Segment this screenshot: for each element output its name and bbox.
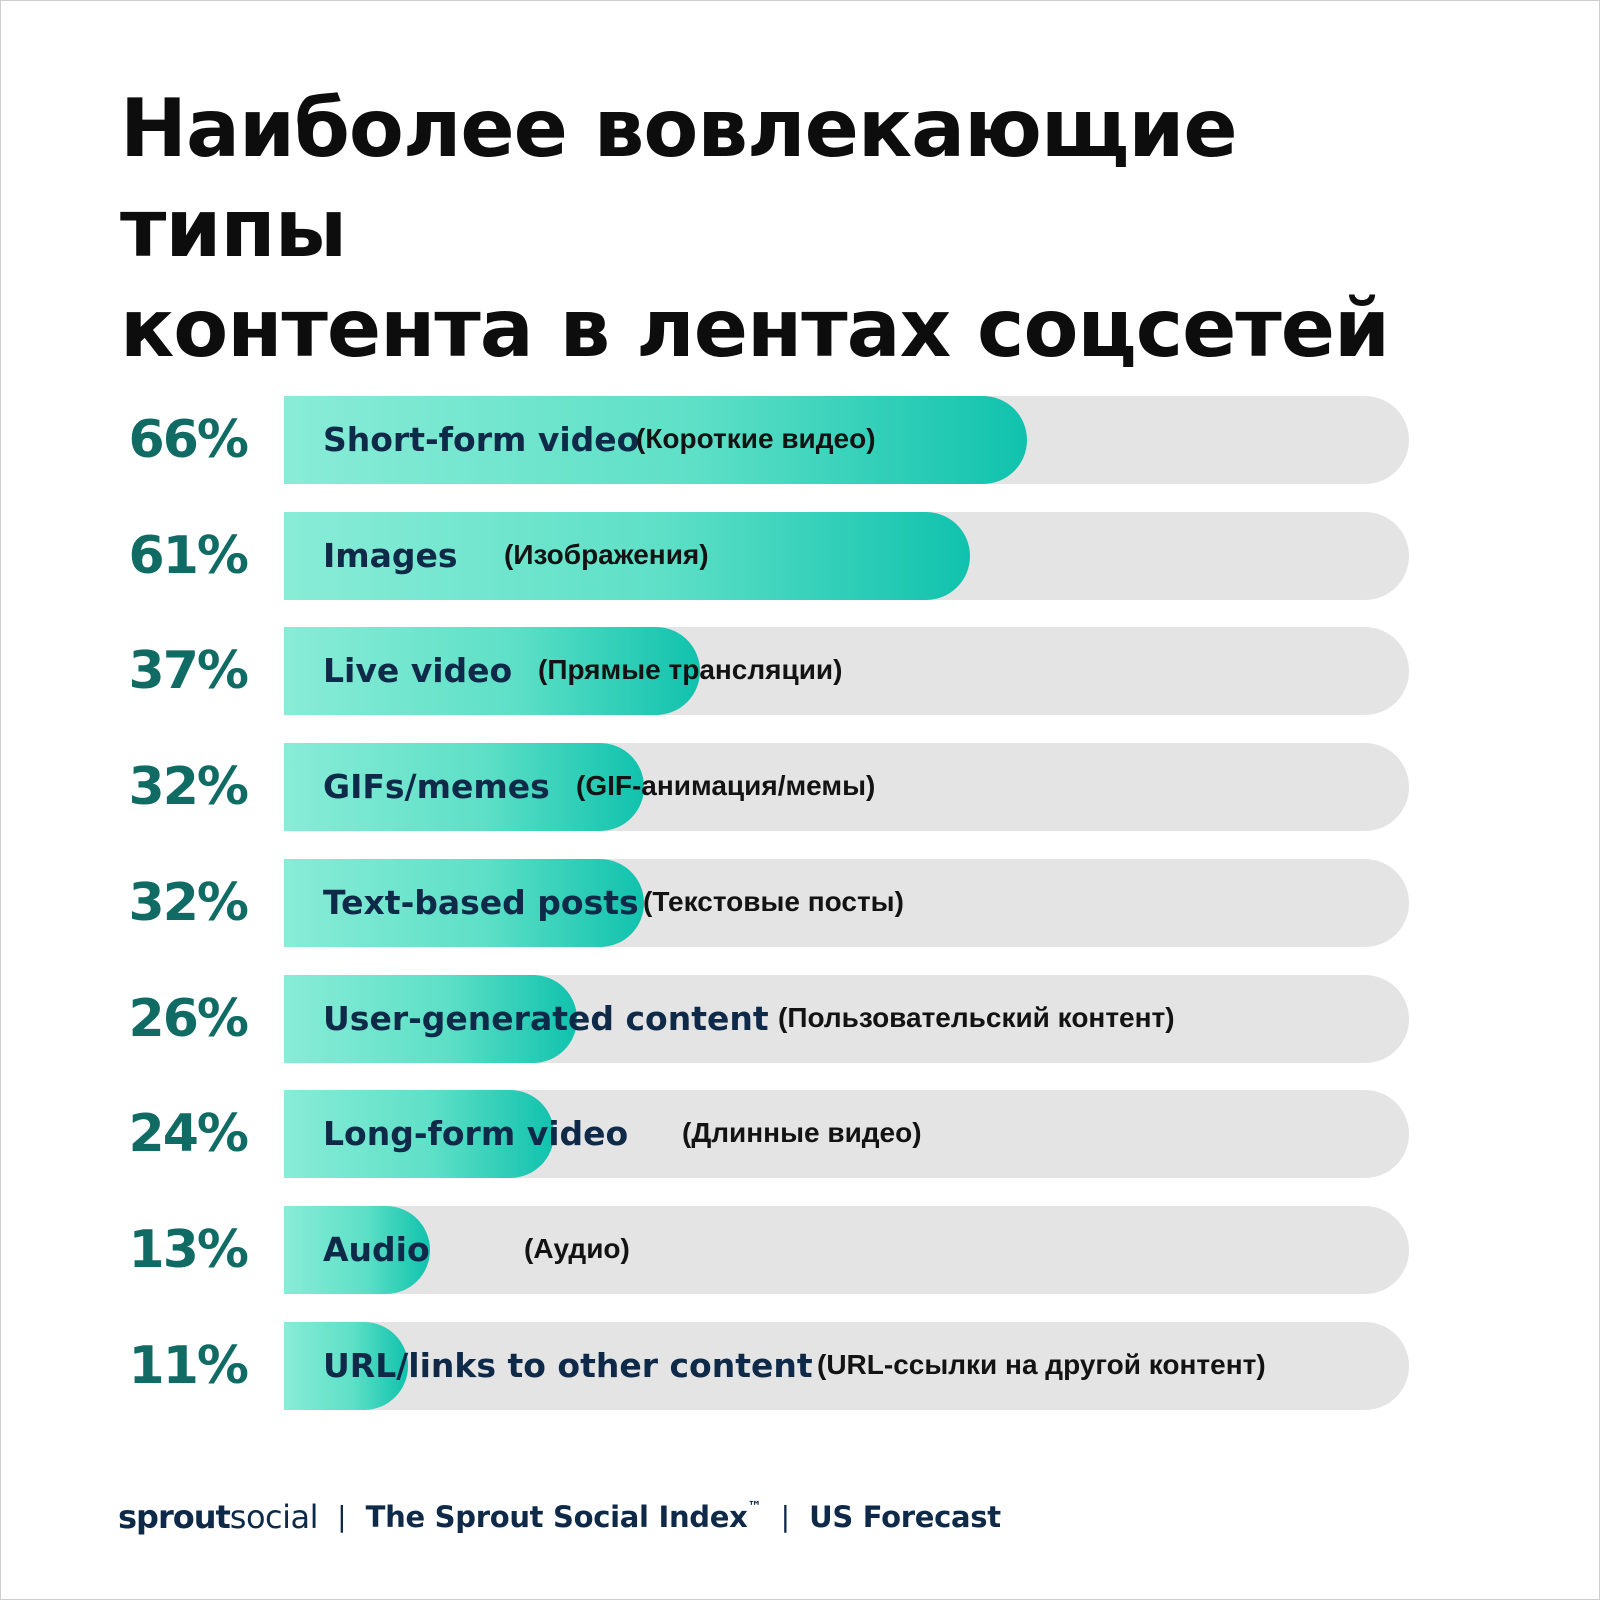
bar xyxy=(284,511,971,600)
bar-category-label: Images xyxy=(323,535,458,575)
bar-row: 37% Live video (Прямые трансляции) xyxy=(1,627,1600,716)
bar xyxy=(284,396,1027,484)
bar xyxy=(284,858,644,947)
bar xyxy=(284,1321,408,1410)
bar-row: 32% Text-based posts (Текстовые посты) xyxy=(1,858,1600,947)
bar-row: 61% Images (Изображения) xyxy=(1,511,1600,600)
bar-track xyxy=(284,1090,1409,1179)
sproutsocial-logo-social: social xyxy=(229,1497,319,1536)
bar-category-translation: (Длинные видео) xyxy=(682,1117,922,1149)
footer-separator-1: | xyxy=(337,1499,347,1533)
bar-value-label: 32% xyxy=(128,872,249,933)
footer-region: US Forecast xyxy=(809,1499,1001,1534)
bar-category-label: GIFs/memes xyxy=(323,767,550,807)
bar-category-label: Text-based posts xyxy=(323,882,639,922)
bar-value-label: 32% xyxy=(128,757,249,818)
bar-category-translation: (GIF-анимация/мемы) xyxy=(576,770,876,802)
trademark-symbol: ™ xyxy=(747,1498,762,1515)
bar-category-translation: (Короткие видео) xyxy=(636,423,876,454)
bar-category-translation: (Аудио) xyxy=(524,1232,630,1264)
bar-track xyxy=(284,858,1409,947)
bar-category-translation: (Пользовательский контент) xyxy=(778,1001,1175,1033)
bar xyxy=(284,1090,554,1179)
bar-row: 11% URL/links to other content (URL-ссылки… xyxy=(1,1321,1600,1410)
bar-value-label: 26% xyxy=(128,988,249,1049)
bar-track xyxy=(284,1205,1409,1294)
bar-row: 13% Audio (Аудио) xyxy=(1,1205,1600,1294)
footer: sproutsocial | The Sprout Social Index™ … xyxy=(118,1491,1001,1541)
bar-category-translation: (URL-ссылки на другой контент) xyxy=(817,1348,1266,1380)
chart-title-line-2: контента в лентах соцсетей xyxy=(120,282,1390,375)
bar-track xyxy=(284,743,1409,832)
bar-track xyxy=(284,974,1409,1063)
bar-track xyxy=(284,627,1409,716)
bar-category-translation: (Прямые трансляции) xyxy=(538,654,843,686)
bar-value-label: 24% xyxy=(128,1104,249,1165)
bar-category-label: User-generated content xyxy=(323,998,769,1038)
bar-value-label: 11% xyxy=(128,1335,249,1396)
footer-separator-2: | xyxy=(780,1499,791,1533)
bar-category-translation: (Текстовые посты) xyxy=(643,885,904,917)
bar xyxy=(284,743,644,832)
bar-row: 24% Long-form video (Длинные видео) xyxy=(1,1090,1600,1179)
bar xyxy=(284,974,577,1063)
bar-row: 32% GIFs/memes (GIF-анимация/мемы) xyxy=(1,743,1600,832)
bar-value-label: 61% xyxy=(128,525,249,586)
bar-track xyxy=(284,1321,1409,1410)
bar-category-translation: (Изображения) xyxy=(504,538,709,570)
bar-category-label: URL/links to other content xyxy=(323,1345,813,1385)
bar-category-label: Short-form video xyxy=(323,420,640,459)
bar-value-label: 37% xyxy=(128,641,249,702)
bar-row: 66% Short-form video (Короткие видео) xyxy=(1,396,1600,484)
bar-value-label: 66% xyxy=(128,410,249,470)
bar-row: 26% User-generated content (Пользовательск… xyxy=(1,974,1600,1063)
footer-report-name: The Sprout Social Index xyxy=(365,1499,748,1534)
chart-title-line-1: Наиболее вовлекающие типы xyxy=(120,82,1238,275)
bar-category-label: Live video xyxy=(323,651,513,691)
bar-value-label: 13% xyxy=(128,1219,249,1280)
bar xyxy=(284,1205,431,1294)
chart-title: Наиболее вовлекающие типы контента в лен… xyxy=(120,79,1420,379)
bar xyxy=(284,627,701,716)
bar-track xyxy=(284,396,1409,484)
bar-track xyxy=(284,511,1409,600)
sproutsocial-logo-sprout: sprout xyxy=(118,1497,231,1536)
bar-category-label: Audio xyxy=(323,1229,430,1269)
bar-category-label: Long-form video xyxy=(323,1114,629,1154)
